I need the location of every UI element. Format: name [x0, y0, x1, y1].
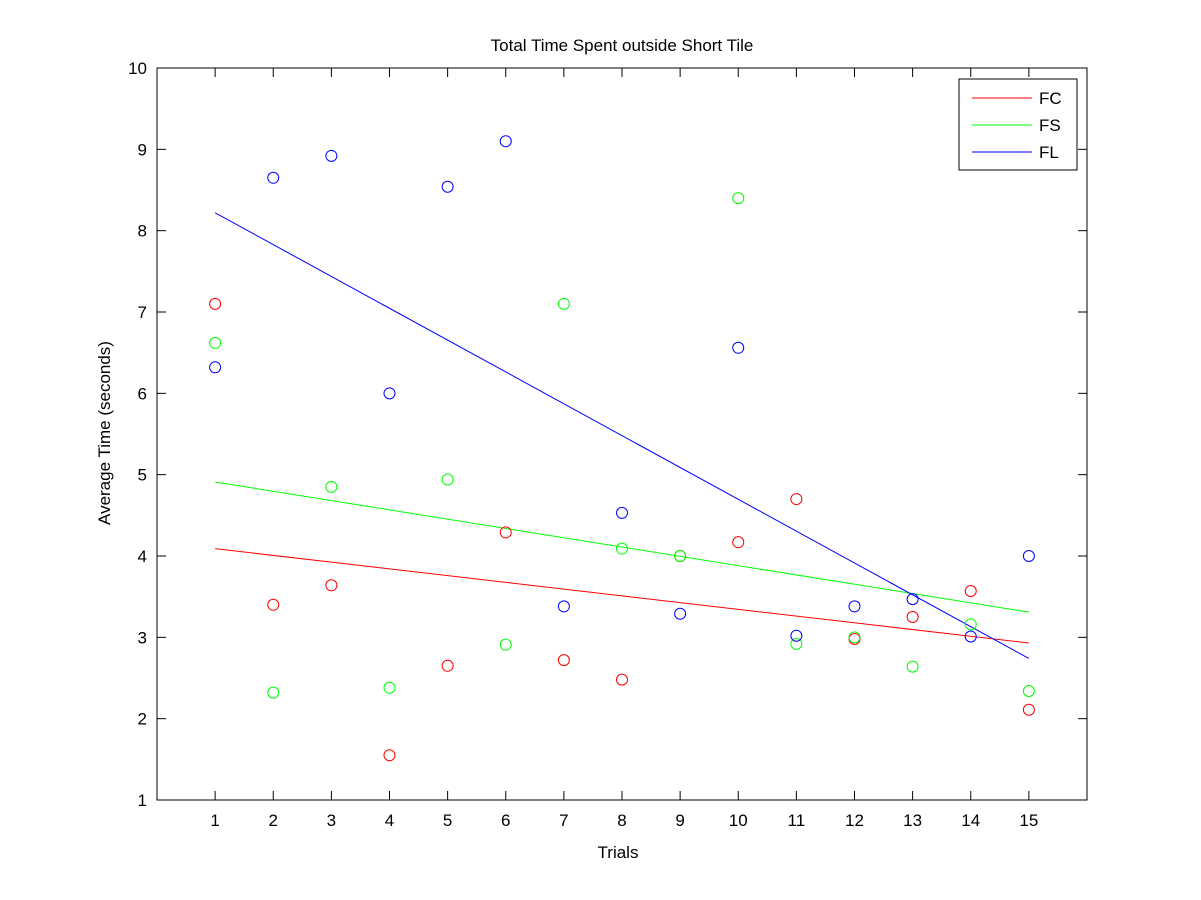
- x-tick-label: 10: [729, 811, 748, 830]
- x-tick-label: 14: [961, 811, 980, 830]
- fit-line-fl: [214, 212, 1030, 659]
- fit-line-fs: [215, 481, 1029, 613]
- x-tick-label: 12: [845, 811, 864, 830]
- x-tick-label: 11: [788, 811, 806, 830]
- point-fs: [906, 660, 919, 673]
- point-fs: [616, 542, 628, 555]
- y-tick-label: 9: [138, 140, 147, 159]
- point-fl: [732, 341, 745, 354]
- point-fl: [790, 629, 803, 642]
- legend-label-fl: FL: [1039, 143, 1059, 162]
- point-fs: [441, 473, 454, 486]
- point-fc: [267, 598, 280, 611]
- x-tick-label: 13: [903, 811, 922, 830]
- legend-label-fs: FS: [1039, 116, 1061, 135]
- point-fl: [616, 506, 628, 519]
- point-fl: [848, 600, 861, 613]
- point-fc: [616, 673, 628, 686]
- point-fl: [557, 600, 570, 613]
- point-fc: [441, 659, 454, 672]
- fit-line-fc: [215, 548, 1029, 644]
- point-fs: [499, 638, 512, 651]
- point-fs: [209, 336, 222, 349]
- point-fc: [1022, 703, 1035, 716]
- point-fs: [790, 637, 803, 650]
- x-tick-label: 5: [443, 811, 452, 830]
- point-fl: [209, 361, 222, 374]
- y-tick-label: 7: [138, 303, 147, 322]
- point-fs: [848, 631, 861, 644]
- point-fs: [732, 192, 745, 205]
- point-fs: [383, 681, 396, 694]
- point-fs: [674, 550, 687, 562]
- point-fc: [209, 297, 222, 310]
- y-axis-label: Average Time (seconds): [95, 341, 114, 525]
- point-fc: [732, 536, 745, 549]
- plot-area: [156, 67, 1088, 801]
- x-tick-label: 9: [675, 811, 684, 830]
- point-fl: [383, 387, 396, 400]
- point-fl: [906, 593, 919, 606]
- y-tick-label: 3: [138, 628, 147, 647]
- y-tick-label: 10: [128, 59, 147, 78]
- x-tick-label: 6: [501, 811, 510, 830]
- point-fl: [674, 607, 687, 620]
- x-tick-label: 8: [617, 811, 626, 830]
- point-fs: [557, 297, 570, 310]
- point-fc: [790, 493, 803, 506]
- y-axis: 1 2 3 4 5 6 7 8 9 10: [128, 59, 1087, 810]
- point-fl: [267, 171, 280, 184]
- legend-label-fc: FC: [1039, 89, 1062, 108]
- point-fc: [557, 654, 570, 667]
- point-fl: [441, 180, 454, 193]
- point-fs: [964, 618, 977, 631]
- y-tick-label: 5: [138, 466, 147, 485]
- x-tick-label: 4: [385, 811, 394, 830]
- fit-lines: [214, 212, 1030, 659]
- x-tick-label: 3: [327, 811, 336, 830]
- point-fs: [1022, 685, 1035, 698]
- x-axis-label: Trials: [598, 843, 639, 862]
- point-fl: [325, 149, 338, 162]
- point-fc: [906, 611, 919, 623]
- point-fc: [383, 749, 396, 762]
- point-fc: [499, 526, 512, 539]
- x-tick-label: 7: [559, 811, 568, 830]
- y-tick-label: 8: [138, 222, 147, 241]
- point-fc: [964, 584, 977, 597]
- x-axis: 1 2 3 4 5 6 7 8 9 10 11 12 13 14 15: [210, 68, 1038, 830]
- x-tick-label: 2: [269, 811, 278, 830]
- x-tick-label: 15: [1019, 811, 1038, 830]
- y-tick-label: 4: [138, 547, 147, 566]
- point-fl: [1022, 550, 1035, 562]
- point-fs: [325, 480, 338, 493]
- y-tick-label: 2: [138, 710, 147, 729]
- chart-title: Total Time Spent outside Short Tile: [491, 36, 754, 55]
- y-tick-label: 1: [138, 791, 147, 810]
- y-tick-label: 6: [138, 384, 147, 403]
- point-fc: [325, 579, 338, 592]
- point-fs: [267, 686, 280, 699]
- x-tick-label: 1: [210, 811, 219, 830]
- point-fl: [964, 630, 977, 643]
- legend: FC FS FL: [958, 78, 1078, 171]
- point-fl: [499, 135, 512, 148]
- data-points: [209, 135, 1035, 762]
